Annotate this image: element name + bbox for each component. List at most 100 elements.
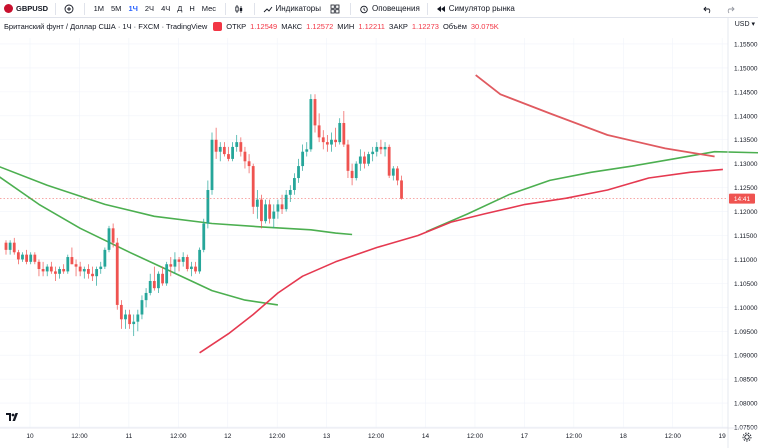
- candle-body: [297, 166, 300, 179]
- legend-toggle-icon[interactable]: [213, 22, 223, 31]
- candle-body: [4, 242, 8, 250]
- candle-body: [33, 254, 37, 262]
- candle-body: [313, 99, 317, 126]
- interval-day[interactable]: Д: [177, 4, 183, 13]
- interval-list: 1М 5М 1Ч 2Ч 4Ч Д Н Мес: [88, 0, 221, 18]
- candle-body: [157, 273, 160, 289]
- time-tick-label: 12: [224, 433, 232, 440]
- candle-body: [132, 321, 136, 325]
- candle-body: [45, 266, 49, 272]
- interval-1h[interactable]: 1Ч: [128, 4, 138, 13]
- legend-high-value: 1.12572: [306, 22, 334, 31]
- candle-body: [396, 168, 399, 181]
- candle-body: [375, 146, 379, 152]
- symbol-flag-icon: [4, 4, 13, 13]
- candle-body: [280, 204, 284, 210]
- time-tick-label: 18: [620, 433, 628, 440]
- candle-body: [87, 269, 90, 274]
- alerts-button[interactable]: Оповещения: [354, 0, 424, 18]
- candle-body: [190, 266, 193, 270]
- price-tag-text: 14:41: [734, 196, 751, 203]
- chevron-down-icon: ▾: [751, 21, 755, 28]
- time-axis[interactable]: 10 12:00 11 12:00 12 12:00 13 12:00 14 12:00 17 12:…: [0, 427, 758, 440]
- candle-body: [391, 168, 395, 176]
- interval-5m[interactable]: 5М: [111, 4, 122, 13]
- replay-button[interactable]: Симулятор рынка: [431, 0, 519, 18]
- time-tick-label: 12:00: [566, 433, 583, 440]
- legend-close-value: 1.12273: [411, 22, 439, 31]
- candle-body: [243, 151, 247, 162]
- tradingview-logo-icon[interactable]: [6, 412, 20, 425]
- interval-month[interactable]: Мес: [201, 4, 217, 13]
- candle-body: [325, 142, 329, 145]
- candle-body: [136, 314, 140, 322]
- interval-2h[interactable]: 2Ч: [144, 4, 155, 13]
- price-chart[interactable]: 1.15500 1.15000 1.14500 1.14000 1.13500 1.130…: [0, 18, 758, 448]
- gear-icon[interactable]: [742, 432, 752, 445]
- candle-body: [305, 149, 309, 152]
- indicators-label: Индикаторы: [275, 4, 321, 13]
- candle-body: [148, 280, 152, 293]
- candle-body: [363, 156, 366, 164]
- candle-body: [194, 266, 197, 272]
- candle-body: [202, 223, 206, 250]
- candle-body: [91, 273, 94, 277]
- chart-legend: Британский фунт / Доллар США · 1Ч · FXCM…: [4, 22, 499, 31]
- candle-body: [54, 271, 57, 274]
- time-tick-label: 11: [126, 433, 133, 440]
- alarm-clock-icon: [358, 3, 370, 15]
- price-tick-label: 1.11000: [734, 257, 757, 264]
- layouts-button[interactable]: [325, 0, 347, 18]
- undo-button[interactable]: [698, 0, 720, 18]
- candle-body: [128, 314, 131, 325]
- candle-body: [338, 122, 342, 143]
- time-tick-label: 12:00: [170, 433, 187, 440]
- candle-body: [82, 269, 86, 272]
- price-tag-bg: [729, 193, 755, 204]
- candle-body: [371, 151, 375, 155]
- symbol-label: GBPUSD: [16, 4, 49, 13]
- candle-body: [367, 154, 370, 164]
- time-tick-label: 19: [719, 433, 727, 440]
- candle-body: [247, 161, 251, 167]
- candle-body: [350, 170, 354, 179]
- price-tick-label: 1.09000: [734, 353, 758, 360]
- redo-button[interactable]: [720, 0, 742, 18]
- price-tick-label: 1.11500: [734, 233, 757, 240]
- price-tick-label: 1.08000: [734, 401, 758, 408]
- candle-body: [16, 252, 20, 260]
- candle-body: [342, 122, 346, 145]
- candle-body: [95, 269, 99, 277]
- candle-body: [293, 178, 296, 191]
- candle-body: [107, 228, 111, 250]
- chart-type-button[interactable]: [229, 0, 251, 18]
- interval-4h[interactable]: 4Ч: [161, 4, 171, 13]
- price-axis[interactable]: 1.15500 1.15000 1.14500 1.14000 1.13500 1.130…: [727, 18, 758, 448]
- add-symbol-button[interactable]: [59, 0, 81, 18]
- toolbar-divider: [350, 2, 351, 15]
- candle-body: [264, 204, 267, 222]
- time-tick-label: 12:00: [71, 433, 88, 440]
- candle-body: [206, 190, 210, 224]
- indicators-button[interactable]: Индикаторы: [258, 0, 325, 18]
- interval-week[interactable]: Н: [189, 4, 195, 13]
- rewind-icon: [435, 3, 447, 15]
- candle-body: [111, 228, 115, 243]
- candle-body: [235, 142, 239, 147]
- candle-body: [400, 180, 403, 199]
- candle-body: [124, 314, 127, 320]
- toolbar-divider: [253, 2, 255, 15]
- candle-body: [21, 254, 24, 260]
- ma-green-short-line: [0, 176, 279, 306]
- candle-series: [4, 94, 403, 337]
- plus-circle-icon: [63, 3, 75, 15]
- currency-selector[interactable]: USD ▾: [735, 20, 755, 28]
- candle-body: [227, 154, 230, 159]
- symbol-search[interactable]: GBPUSD: [0, 0, 52, 18]
- candle-body: [239, 142, 243, 152]
- candle-body: [317, 125, 321, 138]
- price-tick-label: 1.15000: [734, 65, 758, 72]
- legend-high-key: МАКС: [281, 22, 303, 31]
- interval-1m[interactable]: 1М: [93, 4, 105, 13]
- candle-body: [99, 266, 103, 270]
